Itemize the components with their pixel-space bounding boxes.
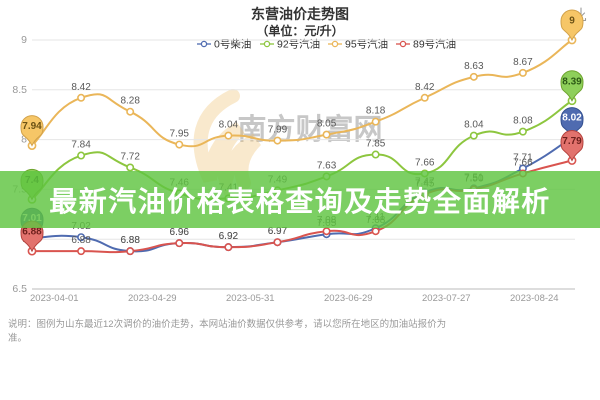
svg-text:7.94: 7.94 <box>22 121 42 132</box>
svg-text:8.04: 8.04 <box>219 120 239 131</box>
svg-text:7.72: 7.72 <box>120 151 140 162</box>
svg-text:8.02: 8.02 <box>562 113 582 124</box>
svg-text:8.42: 8.42 <box>415 82 435 93</box>
svg-text:2023-04-29: 2023-04-29 <box>128 293 177 304</box>
svg-text:8.39: 8.39 <box>562 76 582 87</box>
svg-text:2023-05-31: 2023-05-31 <box>226 293 275 304</box>
svg-text:8.04: 8.04 <box>464 120 484 131</box>
svg-text:2023-07-27: 2023-07-27 <box>422 293 471 304</box>
svg-text:6.96: 6.96 <box>170 227 190 238</box>
svg-text:2023-08-24: 2023-08-24 <box>510 293 559 304</box>
svg-text:6.88: 6.88 <box>120 235 140 246</box>
svg-text:7.66: 7.66 <box>513 157 533 168</box>
svg-text:8.08: 8.08 <box>513 116 533 127</box>
svg-text:7.63: 7.63 <box>317 160 337 171</box>
svg-text:8.42: 8.42 <box>71 82 91 93</box>
svg-text:8.67: 8.67 <box>513 57 533 68</box>
svg-text:7.84: 7.84 <box>71 140 91 151</box>
svg-text:7.95: 7.95 <box>170 129 190 140</box>
svg-text:2023-06-29: 2023-06-29 <box>324 293 373 304</box>
svg-text:8.63: 8.63 <box>464 61 484 72</box>
svg-text:8.18: 8.18 <box>366 106 386 117</box>
svg-text:7.99: 7.99 <box>268 125 288 136</box>
svg-text:8.5: 8.5 <box>12 84 27 96</box>
svg-text:6.88: 6.88 <box>22 227 42 238</box>
svg-text:2023-04-01: 2023-04-01 <box>30 293 79 304</box>
svg-text:7.79: 7.79 <box>562 136 582 147</box>
svg-text:9: 9 <box>21 34 27 46</box>
svg-text:6.88: 6.88 <box>71 235 91 246</box>
svg-text:8.05: 8.05 <box>317 119 337 130</box>
svg-text:7.85: 7.85 <box>366 139 386 150</box>
svg-text:9: 9 <box>569 16 575 27</box>
svg-text:6.92: 6.92 <box>219 231 239 242</box>
svg-text:8.28: 8.28 <box>120 96 140 107</box>
svg-text:7.66: 7.66 <box>415 157 435 168</box>
